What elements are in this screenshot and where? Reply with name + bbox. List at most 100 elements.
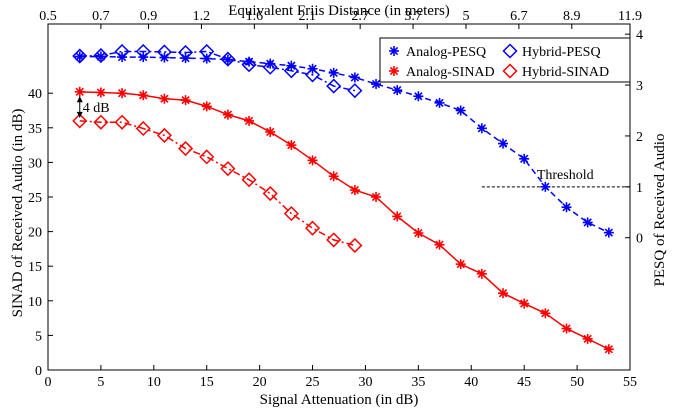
point-hybrid-sinad [72,113,88,129]
point-analog-sinad [371,192,382,202]
y-right-tick-label: 1 [636,181,643,196]
top-tick-label: 0.5 [39,9,57,24]
y-left-tick-label: 15 [28,260,42,275]
point-hybrid-pesq [178,44,194,61]
y-left-tick-label: 25 [28,191,42,206]
point-hybrid-sinad [178,140,194,157]
legend: Analog-PESQ Hybrid-PESQ Analog-SINAD Hybrid… [379,37,631,83]
point-hybrid-pesq [304,67,321,83]
point-analog-sinad [455,259,466,270]
point-analog-sinad [328,171,339,182]
annotation-arrow-head-down [76,111,83,118]
top-tick-label: 0.9 [140,9,158,24]
point-analog-sinad [392,211,403,222]
point-analog-pesq [498,138,509,149]
y-right-tick-label: 4 [636,28,643,43]
point-hybrid-pesq [199,43,215,60]
y-left-tick-label: 40 [28,87,42,102]
point-hybrid-pesq [283,63,299,79]
y-left-tick-label: 5 [35,329,42,344]
series-line-hybrid-sinad [79,120,356,247]
legend-marker-analog-sinad [389,66,399,76]
point-hybrid-sinad [156,127,172,143]
legend-box [379,37,631,83]
point-analog-sinad [244,115,255,126]
point-hybrid-sinad [199,149,215,165]
y-right-tick-label: 2 [636,130,643,145]
point-analog-pesq [582,217,593,228]
point-analog-sinad [603,344,614,355]
point-analog-pesq [328,67,339,78]
series-line-hybrid-pesq [79,50,356,92]
point-hybrid-sinad [347,237,363,254]
y-right-tick-label: 0 [636,232,643,247]
y-left-tick-label: 20 [28,226,42,241]
legend-marker-analog-pesq [389,46,399,56]
point-analog-pesq [392,85,403,96]
x-tick-label: 35 [411,375,425,390]
point-hybrid-pesq [93,47,109,64]
annotation-arrow-head-up [76,96,83,103]
top-tick-label: 1.6 [246,9,264,24]
point-analog-pesq [561,202,572,213]
point-hybrid-pesq [241,57,257,73]
y-left-tick-label: 0 [35,364,42,379]
y-left-tick-label: 35 [28,122,42,137]
point-analog-pesq [540,181,551,192]
x-tick-label: 50 [570,375,584,390]
point-analog-sinad [519,298,530,309]
top-tick-label: 11.9 [618,9,642,24]
series-layer [72,43,614,355]
point-analog-pesq [455,105,466,116]
top-axis-title: Equivalent Friis Distance (in meters) [228,3,450,19]
x-tick-label: 30 [358,375,372,390]
x-tick-label: 0 [45,375,52,390]
top-tick-label: 1.2 [193,9,211,24]
tick-layer: 0 5 10 15 20 25 30 35 40 45 50 550.5 0.7 0.9 1.2 1.6 2.1… [28,9,643,390]
point-analog-sinad [540,308,551,319]
point-hybrid-sinad [262,185,278,202]
y-left-tick-label: 30 [28,156,42,171]
top-tick-label: 5 [462,9,469,24]
point-analog-pesq [476,123,487,134]
annotation-layer: 4 dB [76,96,110,118]
point-analog-pesq [371,79,382,90]
annotation-4db-label: 4 dB [83,101,110,116]
point-analog-sinad [265,126,276,137]
legend-marker-hybrid-sinad [502,63,518,79]
point-analog-sinad [180,95,191,106]
point-analog-sinad [201,101,212,112]
y-right-tick-label: 3 [636,79,643,94]
point-hybrid-sinad [326,232,342,248]
point-analog-sinad [582,333,593,344]
point-hybrid-sinad [241,172,257,188]
point-analog-sinad [159,93,170,104]
top-tick-label: 8.9 [563,9,581,24]
y-right-axis-title: PESQ of Received Audio [652,134,668,287]
top-tick-label: 0.7 [92,9,110,24]
point-hybrid-pesq [135,43,151,60]
point-analog-pesq [349,72,360,83]
top-tick-label: 3.7 [404,9,422,24]
point-hybrid-pesq [262,59,278,75]
point-analog-sinad [498,288,509,299]
point-analog-sinad [413,227,424,238]
point-analog-sinad [74,86,85,97]
x-tick-label: 25 [306,375,320,390]
x-axis-title: Signal Attenuation (in dB) [260,392,419,408]
top-tick-label: 6.7 [510,9,528,24]
top-tick-label: 2.7 [351,9,369,24]
series-line-analog-pesq [79,55,610,234]
point-analog-sinad [349,185,360,196]
point-hybrid-pesq [220,51,236,67]
x-tick-label: 40 [464,375,478,390]
point-hybrid-pesq [326,78,342,94]
point-analog-pesq [413,91,424,102]
legend-marker-hybrid-pesq [502,43,518,59]
x-tick-label: 5 [97,375,104,390]
point-analog-sinad [138,90,149,101]
point-hybrid-sinad [135,120,151,137]
y-left-tick-label: 10 [28,295,42,310]
point-analog-sinad [561,323,572,334]
